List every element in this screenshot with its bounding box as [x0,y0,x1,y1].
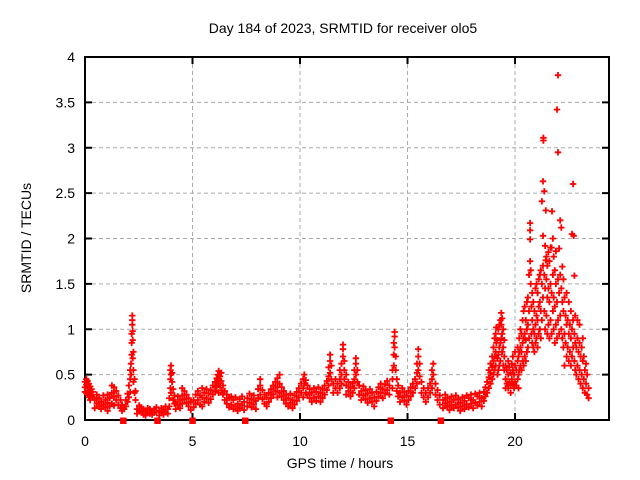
axis-flag-square [120,417,127,424]
x-tick-label: 20 [507,433,523,449]
y-tick-label: 1 [67,321,75,337]
y-tick-label: 3 [67,140,75,156]
y-tick-label: 2 [67,231,75,247]
data-points [81,72,592,424]
x-tick-label: 10 [292,433,308,449]
axis-tick-labels: 0 5 10 15 20 0 0.5 1 1.5 2 2.5 3 3.5 4 [56,49,524,449]
x-axis-title: GPS time / hours [287,455,394,471]
chart-title: Day 184 of 2023, SRMTID for receiver olo… [209,20,478,36]
y-tick-label: 0 [67,412,75,428]
y-tick-label: 2.5 [56,185,76,201]
y-axis-title: SRMTID / TECUs [18,183,34,293]
axis-flag-square [437,417,445,424]
srmtid-plus-markers [81,72,592,419]
x-tick-label: 15 [400,433,416,449]
y-tick-label: 4 [67,49,75,65]
axis-flag-square [241,417,249,424]
x-tick-label: 5 [189,433,197,449]
axis-ticks [84,56,609,421]
y-tick-label: 1.5 [56,276,76,292]
y-tick-label: 0.5 [56,367,76,383]
y-tick-label: 3.5 [56,94,76,110]
axis-flag-square [189,417,196,424]
x-tick-label: 0 [81,433,89,449]
axis-flag-square [387,417,395,424]
axis-flag-square [154,417,161,424]
